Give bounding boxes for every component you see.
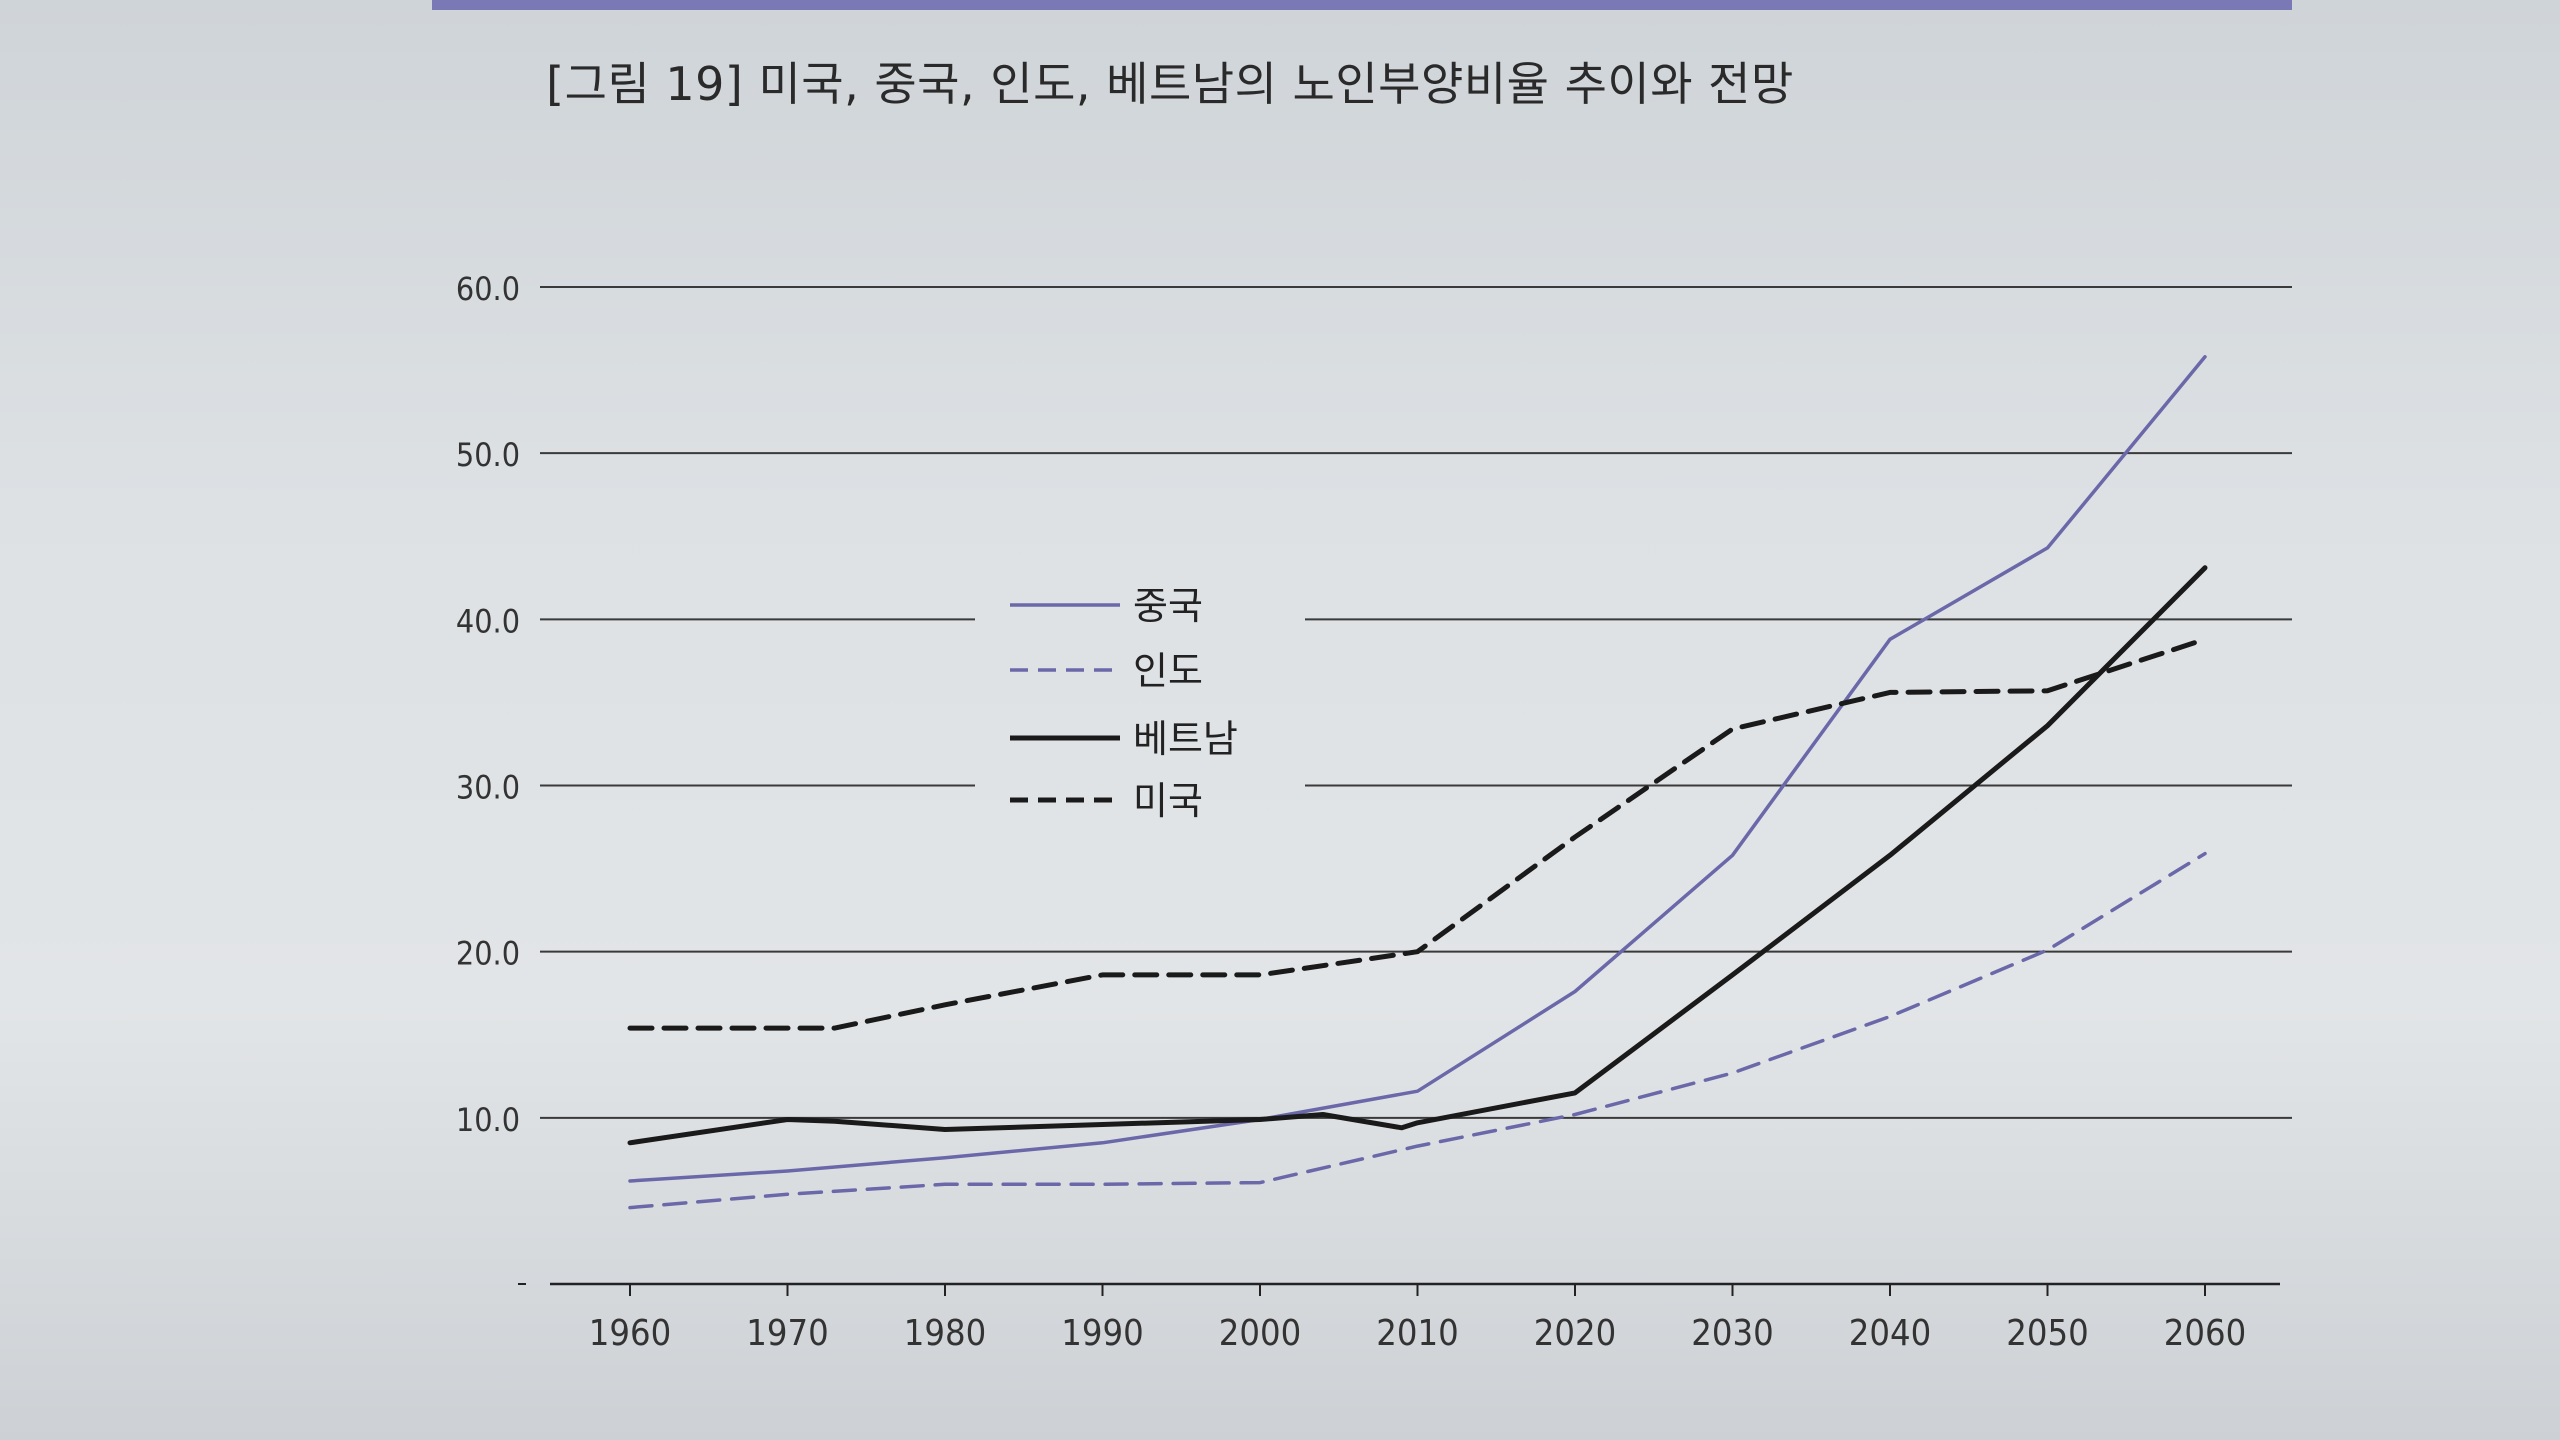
x-tick-label: 1960 <box>589 1313 671 1354</box>
x-tick-label: 1980 <box>904 1313 986 1354</box>
x-tick-label: 2020 <box>1534 1313 1616 1354</box>
y-tick-label: 30.0 <box>456 769 520 807</box>
header-accent-bar <box>432 0 2292 10</box>
legend-label: 미국 <box>1133 779 1203 823</box>
series-line-1 <box>628 851 2207 1210</box>
y-tick-label: 10.0 <box>456 1101 520 1139</box>
x-tick-label: 1990 <box>1061 1313 1143 1354</box>
series-line-2 <box>627 565 2208 1146</box>
y-tick-label: 20.0 <box>456 935 520 973</box>
y-tick-label: 50.0 <box>456 436 520 474</box>
x-tick-label: 2050 <box>2006 1313 2088 1354</box>
x-tick-label: 2030 <box>1691 1313 1773 1354</box>
chart-title: [그림 19] 미국, 중국, 인도, 베트남의 노인부양비율 추이와 전망 <box>546 57 1794 111</box>
x-tick-label: 2040 <box>1849 1313 1931 1354</box>
legend-label: 인도 <box>1133 649 1203 693</box>
y-tick-label: 40.0 <box>456 602 520 640</box>
legend-label: 베트남 <box>1133 717 1238 761</box>
x-tick-label: 1970 <box>746 1313 828 1354</box>
x-tick-label: 2060 <box>2164 1313 2246 1354</box>
series-line-3 <box>627 636 2208 1031</box>
y-tick-label: 60.0 <box>456 270 520 308</box>
legend-label: 중국 <box>1133 584 1203 628</box>
x-tick-label: 2000 <box>1219 1313 1301 1354</box>
x-tick-label: 2010 <box>1376 1313 1458 1354</box>
series-line-0 <box>628 355 2207 1183</box>
